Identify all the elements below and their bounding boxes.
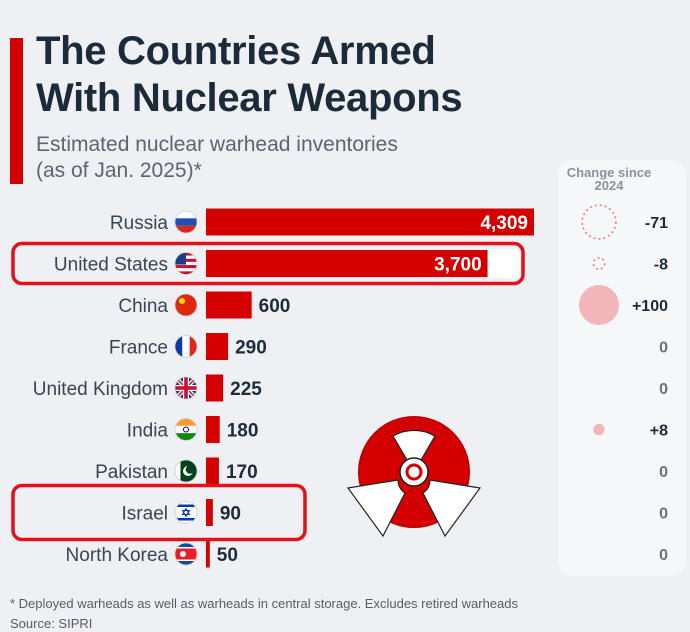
bar [206, 499, 213, 526]
change-label: 0 [659, 547, 668, 564]
highlight-fill [487, 249, 520, 278]
category-label: France [109, 338, 168, 359]
highlight-frame [11, 241, 525, 286]
change-header: Change since 2024 [566, 165, 652, 193]
category-label: India [127, 421, 169, 442]
flag-china-icon [174, 293, 198, 317]
value-label: 170 [226, 462, 258, 483]
bar [206, 333, 229, 360]
category-label: Pakistan [95, 462, 168, 483]
radiation-icon [346, 416, 482, 538]
value-label: 290 [235, 338, 267, 359]
value-label: 225 [230, 379, 262, 400]
chart-subtitle: Estimated nuclear warhead inventories (a… [36, 133, 398, 182]
bar [206, 374, 224, 402]
bar-chart: Russia 4,309 -71 United States 3,700 -8 China 6… [11, 204, 668, 568]
flag-france-icon [174, 335, 198, 358]
flag-north-korea-icon [174, 542, 198, 566]
change-label: -8 [654, 257, 668, 274]
category-label: Russia [110, 213, 169, 234]
source: Source: SIPRI [10, 616, 93, 631]
change-label: -71 [645, 215, 668, 232]
bar [206, 291, 252, 319]
chart-title: The Countries Armed With Nuclear Weapons [36, 29, 463, 120]
value-label: 4,309 [480, 213, 528, 234]
flag-uk-icon [174, 376, 198, 400]
category-label: North Korea [66, 545, 169, 566]
value-label: 90 [220, 504, 241, 525]
category-label: United Kingdom [33, 379, 168, 400]
bar [206, 457, 219, 485]
change-label: 0 [659, 506, 668, 523]
footnote: * Deployed warheads as well as warheads … [10, 596, 518, 611]
bar [206, 416, 220, 443]
highlight-frame [11, 483, 307, 542]
bar [206, 540, 210, 568]
bar [206, 208, 534, 236]
change-bubble [593, 423, 605, 436]
flag-israel-icon [174, 501, 198, 524]
change-panel [558, 160, 686, 576]
flag-india-icon [174, 418, 198, 441]
value-label: 180 [227, 421, 259, 442]
change-label: +100 [632, 298, 668, 315]
change-label: 0 [659, 464, 668, 481]
category-label: United States [54, 255, 168, 276]
value-label: 50 [217, 545, 238, 566]
flag-russia-icon [174, 210, 198, 234]
flag-usa-icon [174, 252, 198, 275]
bar [206, 250, 488, 277]
change-bubble [592, 256, 606, 271]
change-label: +8 [650, 423, 668, 440]
change-label: 0 [659, 381, 668, 398]
category-label: China [118, 296, 168, 317]
category-label: Israel [122, 504, 168, 525]
change-label: 0 [659, 340, 668, 357]
value-label: 3,700 [434, 255, 482, 276]
flag-pakistan-icon [174, 459, 198, 483]
value-label: 600 [259, 296, 291, 317]
change-bubble [579, 285, 619, 325]
accent-bar [10, 38, 23, 184]
change-bubble [581, 204, 617, 240]
